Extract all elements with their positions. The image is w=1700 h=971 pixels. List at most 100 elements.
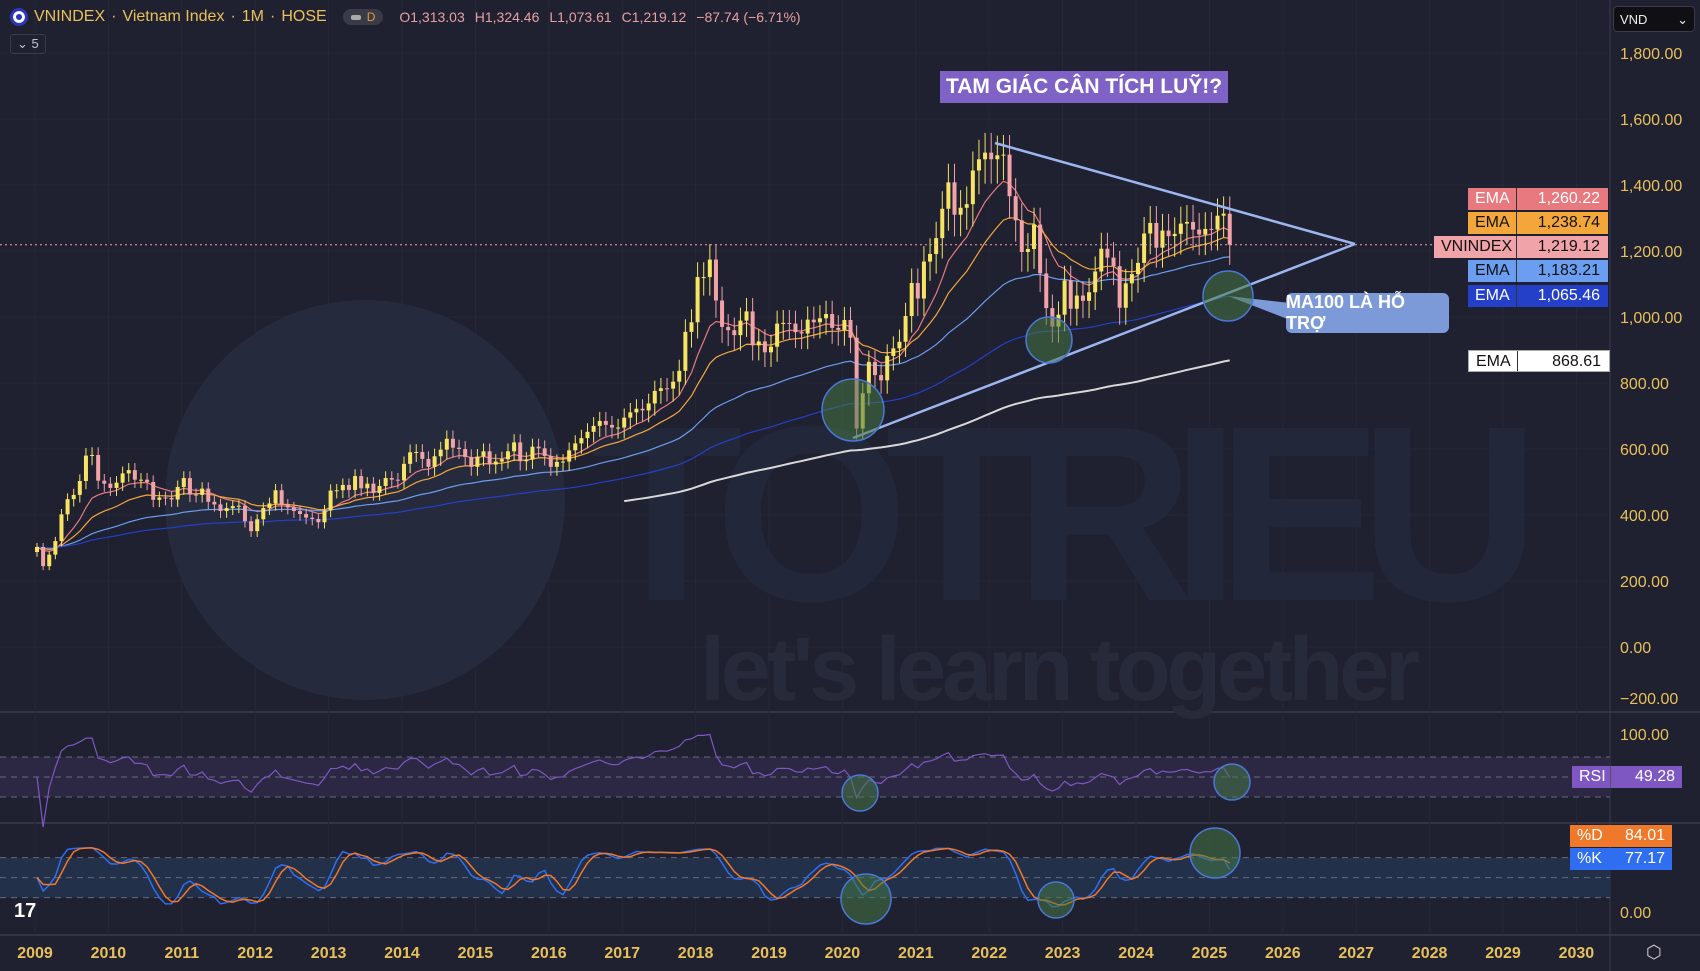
ohlc-values: O1,313.03 H1,324.46 L1,073.61 C1,219.12 … [399, 9, 800, 25]
candle-body [395, 479, 400, 481]
candle-body [866, 361, 871, 394]
candle-body [383, 478, 388, 486]
candle-body [59, 514, 64, 542]
chevron-down-icon: ⌄ [17, 36, 28, 51]
candle-body [1221, 213, 1226, 216]
support-highlight-circle [821, 378, 885, 442]
candle-body [848, 319, 853, 338]
rsi-line [36, 733, 1231, 828]
candle-body [720, 300, 725, 327]
rsi-value: 49.28 [1610, 766, 1682, 788]
candle-body [658, 388, 663, 391]
x-tick-label: 2009 [17, 945, 53, 962]
indicators-collapse-button[interactable]: ⌄ 5 [10, 34, 46, 54]
watermark-brand: TOTRIEU [590, 374, 1540, 653]
candle-body [1178, 223, 1183, 234]
candle-body [811, 319, 816, 323]
candle-body [126, 470, 131, 474]
candle-body [1184, 221, 1189, 224]
candle-body [505, 451, 510, 460]
price-tag-value: 1,219.12 [1516, 236, 1608, 258]
currency-select[interactable]: VND ⌄ [1613, 6, 1695, 32]
candle-body [921, 261, 926, 299]
symbol-header[interactable]: VNINDEX · Vietnam Index · 1M · HOSE D O1,31… [10, 8, 801, 26]
candle-body [353, 476, 358, 490]
x-tick-label: 2020 [825, 945, 861, 962]
stoch-k-line [36, 846, 1231, 908]
candle-body [285, 504, 290, 508]
candle-body [817, 318, 822, 323]
candle-body [493, 461, 498, 465]
symbol[interactable]: VNINDEX [34, 8, 106, 25]
support-highlight-circle [1189, 827, 1241, 879]
price-tag: EMA 868.61 [1468, 350, 1610, 372]
stoch-d-value: 84.01 [1624, 827, 1665, 844]
price-tag-name: EMA [1468, 188, 1516, 210]
candle-body [775, 323, 780, 347]
x-tick-label: 2013 [311, 945, 347, 962]
candle-body [1215, 215, 1220, 230]
price-tag-name: EMA [1469, 351, 1517, 371]
candle-body [671, 381, 676, 389]
candle-body [524, 459, 529, 462]
candle-body [750, 311, 755, 346]
candle-body [1136, 262, 1140, 275]
candle-body [83, 455, 88, 482]
candle-body [365, 483, 370, 489]
x-tick-label: 2022 [971, 945, 1007, 962]
price-tag-name: VNINDEX [1434, 236, 1516, 258]
candle-body [102, 480, 107, 484]
candle-body [1148, 222, 1153, 234]
candle-body [842, 319, 847, 330]
candle-body [689, 322, 694, 332]
candle-body [799, 332, 804, 334]
candle-body [334, 490, 339, 492]
candle-body [212, 501, 217, 505]
candle-body [444, 438, 449, 450]
candle-body [512, 442, 517, 452]
x-tick-label: 2025 [1192, 945, 1228, 962]
candle-body [249, 521, 254, 532]
candle-body [536, 446, 541, 449]
candle-body [426, 458, 431, 467]
dash-icon [350, 14, 361, 20]
y-tick-label: 1,400.00 [1620, 178, 1682, 195]
settings-icon[interactable]: ⬡ [1646, 942, 1662, 962]
x-tick-label: 2015 [458, 945, 494, 962]
candle-body [438, 449, 443, 457]
candle-body [469, 456, 474, 467]
candle-body [1172, 233, 1177, 237]
ma100-support-annotation[interactable]: MA100 LÀ HỖ TRỢ [1286, 292, 1449, 333]
candle-body [707, 259, 712, 278]
candle-body [769, 346, 773, 353]
candle-body [151, 482, 156, 500]
candle-body [1154, 222, 1159, 248]
y-tick-label: 1,000.00 [1620, 310, 1682, 327]
candle-body [224, 508, 229, 512]
candle-body [652, 390, 657, 404]
candle-body [646, 403, 651, 411]
candle-body [744, 311, 749, 321]
candle-body [138, 479, 143, 481]
x-tick-label: 2019 [751, 945, 787, 962]
candle-body [530, 446, 535, 460]
stoch-k-value: 77.17 [1624, 850, 1665, 867]
open-value: O1,313.03 [399, 9, 465, 25]
triangle-annotation[interactable]: TAM GIÁC CÂN TÍCH LUỸ!? [940, 71, 1229, 103]
candle-body [1068, 280, 1073, 309]
candle-body [561, 461, 566, 463]
candle-body [1025, 249, 1030, 252]
x-tick-label: 2028 [1412, 945, 1448, 962]
stoch-d-tag: %D 84.01 [1570, 825, 1672, 847]
tradingview-logo[interactable]: 17 [14, 900, 37, 922]
candle-body [1038, 224, 1043, 274]
interval[interactable]: 1M [241, 8, 265, 25]
candle-body [53, 541, 58, 555]
watermark-logo-icon [165, 300, 565, 700]
candle-body [377, 485, 382, 493]
price-tag-value: 1,260.22 [1516, 188, 1608, 210]
market-status-pill[interactable]: D [342, 9, 384, 25]
candle-body [665, 388, 670, 390]
candle-body [1166, 230, 1171, 237]
